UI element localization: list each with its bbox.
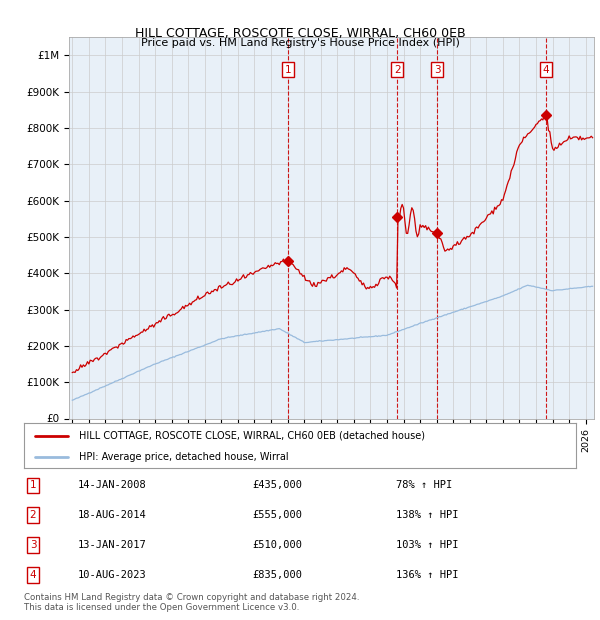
- Text: 2: 2: [29, 510, 37, 520]
- Text: 4: 4: [29, 570, 37, 580]
- Text: £835,000: £835,000: [252, 570, 302, 580]
- Text: £435,000: £435,000: [252, 480, 302, 490]
- Text: 3: 3: [434, 65, 440, 75]
- Text: 1: 1: [29, 480, 37, 490]
- Text: 3: 3: [29, 540, 37, 550]
- Text: 14-JAN-2008: 14-JAN-2008: [78, 480, 147, 490]
- Text: HILL COTTAGE, ROSCOTE CLOSE, WIRRAL, CH60 0EB: HILL COTTAGE, ROSCOTE CLOSE, WIRRAL, CH6…: [134, 27, 466, 40]
- Text: £510,000: £510,000: [252, 540, 302, 550]
- Text: 13-JAN-2017: 13-JAN-2017: [78, 540, 147, 550]
- Text: 103% ↑ HPI: 103% ↑ HPI: [396, 540, 458, 550]
- Text: 138% ↑ HPI: 138% ↑ HPI: [396, 510, 458, 520]
- Text: Contains HM Land Registry data © Crown copyright and database right 2024.
This d: Contains HM Land Registry data © Crown c…: [24, 593, 359, 612]
- Text: Price paid vs. HM Land Registry's House Price Index (HPI): Price paid vs. HM Land Registry's House …: [140, 38, 460, 48]
- Text: HPI: Average price, detached house, Wirral: HPI: Average price, detached house, Wirr…: [79, 452, 289, 462]
- Text: 2: 2: [394, 65, 401, 75]
- Text: HILL COTTAGE, ROSCOTE CLOSE, WIRRAL, CH60 0EB (detached house): HILL COTTAGE, ROSCOTE CLOSE, WIRRAL, CH6…: [79, 431, 425, 441]
- Text: 18-AUG-2014: 18-AUG-2014: [78, 510, 147, 520]
- Text: 1: 1: [285, 65, 292, 75]
- Text: 78% ↑ HPI: 78% ↑ HPI: [396, 480, 452, 490]
- Text: £555,000: £555,000: [252, 510, 302, 520]
- Text: 4: 4: [543, 65, 550, 75]
- Text: 136% ↑ HPI: 136% ↑ HPI: [396, 570, 458, 580]
- Text: 10-AUG-2023: 10-AUG-2023: [78, 570, 147, 580]
